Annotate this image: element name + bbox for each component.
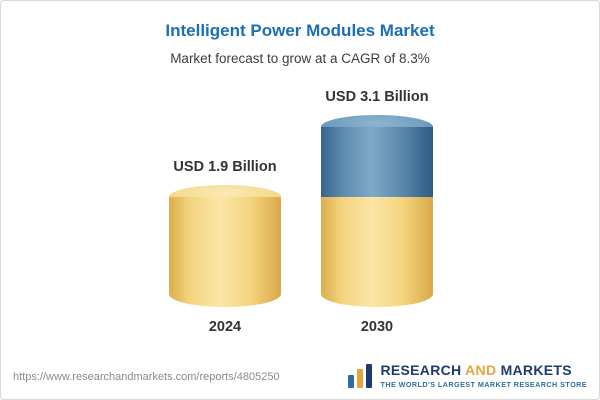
chart-title: Intelligent Power Modules Market <box>165 21 435 40</box>
bar-2030-growth-segment <box>321 127 433 197</box>
bar-year-label-2030: 2030 <box>360 319 394 335</box>
logo-word-research: RESEARCH <box>380 362 462 378</box>
bar-value-label-2024: USD 1.9 Billion <box>173 158 277 175</box>
logo-tagline: THE WORLD'S LARGEST MARKET RESEARCH STOR… <box>380 380 587 389</box>
report-url[interactable]: https://www.researchandmarkets.com/repor… <box>13 371 280 383</box>
logo-wordmark: RESEARCH AND MARKETS <box>380 362 571 378</box>
bar-value-label-2030: USD 3.1 Billion <box>325 89 429 106</box>
researchandmarkets-logo[interactable]: RESEARCH AND MARKETS THE WORLD'S LARGEST… <box>347 362 587 389</box>
bar-2024-base-segment <box>169 196 281 307</box>
bar-cylinder-2024 <box>169 184 281 307</box>
bar-group-2024: USD 1.9 Billion 2024 <box>169 159 281 335</box>
bar-group-2030: USD 3.1 Billion 2030 <box>321 89 433 335</box>
bar-chart-logo-icon <box>347 363 373 389</box>
bar-2030-base-segment <box>321 196 433 307</box>
logo-word-and: AND <box>465 362 497 378</box>
bar-year-label-2024: 2024 <box>208 319 242 335</box>
logo-word-markets: MARKETS <box>500 362 572 378</box>
bar-cylinder-2030 <box>321 115 433 307</box>
logo-text: RESEARCH AND MARKETS THE WORLD'S LARGEST… <box>380 362 587 389</box>
chart-subtitle: Market forecast to grow at a CAGR of 8.3… <box>170 51 430 66</box>
